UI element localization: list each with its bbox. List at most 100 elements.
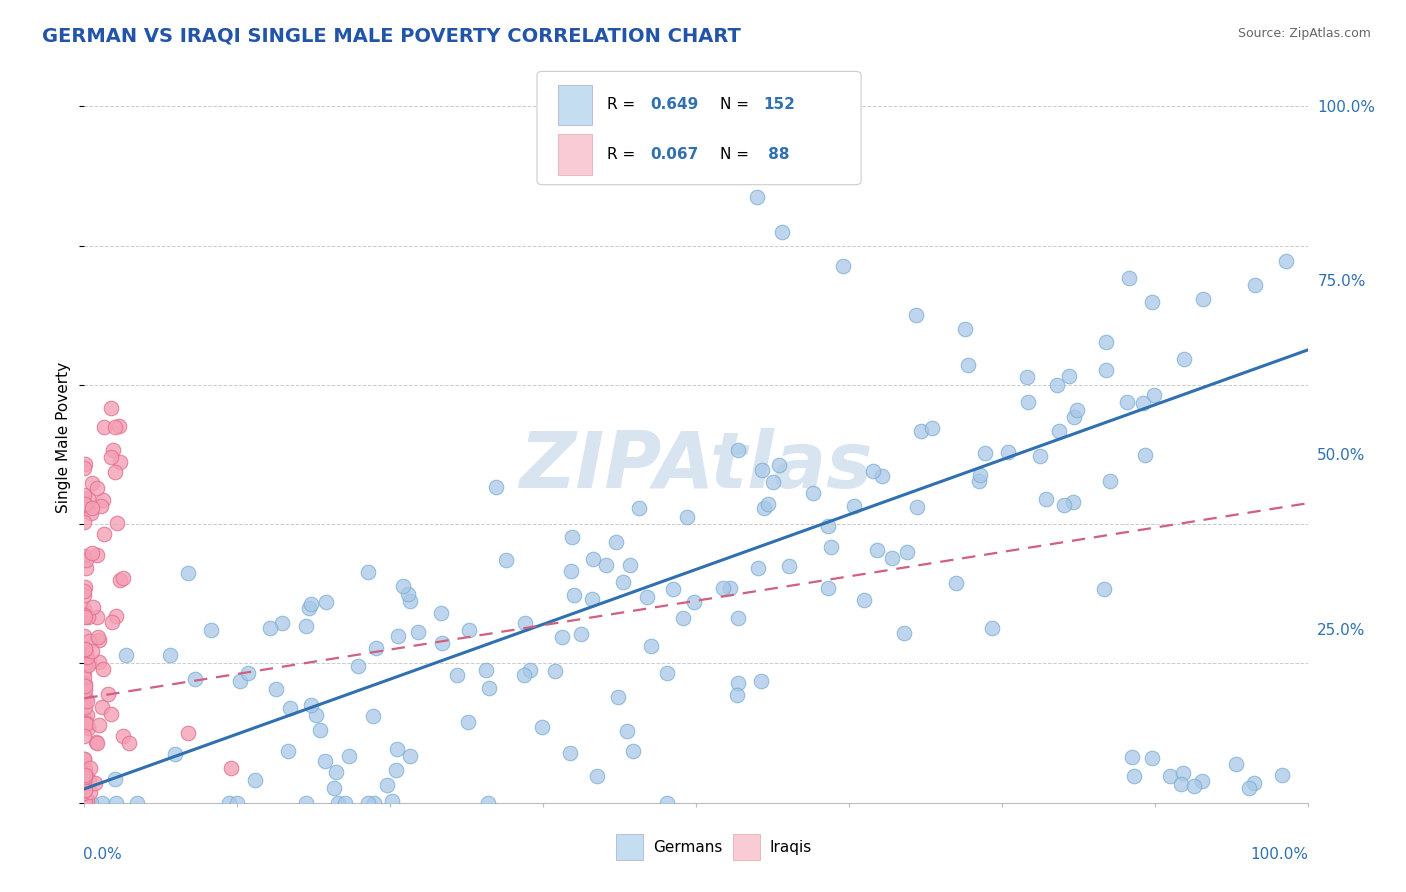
Point xyxy=(73,664,96,678)
Point xyxy=(259,621,281,635)
Point xyxy=(1115,394,1137,409)
Point xyxy=(112,729,135,743)
Point xyxy=(86,736,108,750)
Point xyxy=(200,624,222,638)
Point xyxy=(108,419,131,434)
Point xyxy=(86,610,108,624)
Point xyxy=(1095,363,1118,377)
Point xyxy=(84,735,107,749)
Point xyxy=(79,506,101,520)
Point xyxy=(82,599,104,614)
Point xyxy=(387,629,409,643)
Point xyxy=(93,420,115,434)
Point xyxy=(581,592,603,607)
Point xyxy=(73,793,96,807)
Point xyxy=(357,565,380,579)
Point xyxy=(73,602,96,616)
Point xyxy=(1057,368,1080,383)
Point xyxy=(87,632,110,647)
Point xyxy=(323,780,346,795)
Point xyxy=(104,420,127,434)
Point xyxy=(457,715,479,730)
Text: R =: R = xyxy=(606,97,640,112)
Point xyxy=(1159,769,1181,783)
Point xyxy=(73,699,96,714)
Point xyxy=(73,730,96,744)
Point xyxy=(73,643,96,657)
Point xyxy=(93,526,115,541)
Point xyxy=(73,752,96,766)
Point xyxy=(870,468,893,483)
Point xyxy=(585,768,607,782)
Point xyxy=(727,676,749,690)
Point xyxy=(862,464,884,478)
Text: GERMAN VS IRAQI SINGLE MALE POVERTY CORRELATION CHART: GERMAN VS IRAQI SINGLE MALE POVERTY CORR… xyxy=(42,27,741,45)
Point xyxy=(73,770,96,784)
Point xyxy=(87,718,110,732)
Point xyxy=(1237,780,1260,795)
Point xyxy=(616,724,638,739)
Point xyxy=(1015,369,1038,384)
Text: R =: R = xyxy=(606,147,640,162)
Point xyxy=(495,553,517,567)
Point xyxy=(363,796,385,810)
Point xyxy=(478,681,501,696)
Point xyxy=(1244,277,1267,292)
Point xyxy=(921,421,943,435)
Point xyxy=(90,796,112,810)
Point xyxy=(1047,425,1070,439)
Point xyxy=(305,707,328,722)
Text: 0.067: 0.067 xyxy=(651,147,699,162)
Point xyxy=(97,687,120,701)
Point xyxy=(127,796,149,810)
Point xyxy=(326,796,349,810)
Point xyxy=(1191,774,1213,789)
Point xyxy=(73,515,96,529)
Point xyxy=(73,711,96,725)
Point xyxy=(76,649,98,664)
Point xyxy=(73,782,96,797)
Point xyxy=(458,623,481,637)
Point xyxy=(640,639,662,653)
Point xyxy=(346,659,368,673)
Point xyxy=(104,465,127,479)
Point xyxy=(768,458,790,473)
Point xyxy=(73,751,96,765)
Point xyxy=(75,767,97,781)
Point xyxy=(79,761,101,775)
Point xyxy=(655,666,678,681)
Point xyxy=(73,607,96,622)
Point xyxy=(560,564,582,578)
Point xyxy=(184,673,207,687)
Point xyxy=(75,561,97,575)
Point xyxy=(177,566,200,581)
Point xyxy=(627,501,650,516)
FancyBboxPatch shape xyxy=(537,71,860,185)
Point xyxy=(80,500,103,515)
Point xyxy=(73,461,96,475)
Point xyxy=(110,573,132,587)
Point xyxy=(1046,377,1069,392)
Point xyxy=(73,676,96,690)
Point xyxy=(945,575,967,590)
Point xyxy=(76,693,98,707)
Point xyxy=(73,609,96,624)
Point xyxy=(104,772,127,787)
Point xyxy=(817,519,839,533)
Text: 152: 152 xyxy=(763,97,796,112)
Point xyxy=(725,688,748,702)
Point xyxy=(361,709,384,723)
Point xyxy=(295,796,318,810)
Point xyxy=(820,540,842,554)
Point xyxy=(1066,403,1088,417)
Point xyxy=(73,549,96,564)
Point xyxy=(513,668,536,682)
Point xyxy=(676,510,699,524)
Point xyxy=(73,762,96,776)
Point xyxy=(756,497,779,511)
Point xyxy=(981,621,1004,635)
Point xyxy=(364,640,387,655)
Point xyxy=(432,636,454,650)
Point xyxy=(89,655,111,669)
Point xyxy=(101,443,124,458)
